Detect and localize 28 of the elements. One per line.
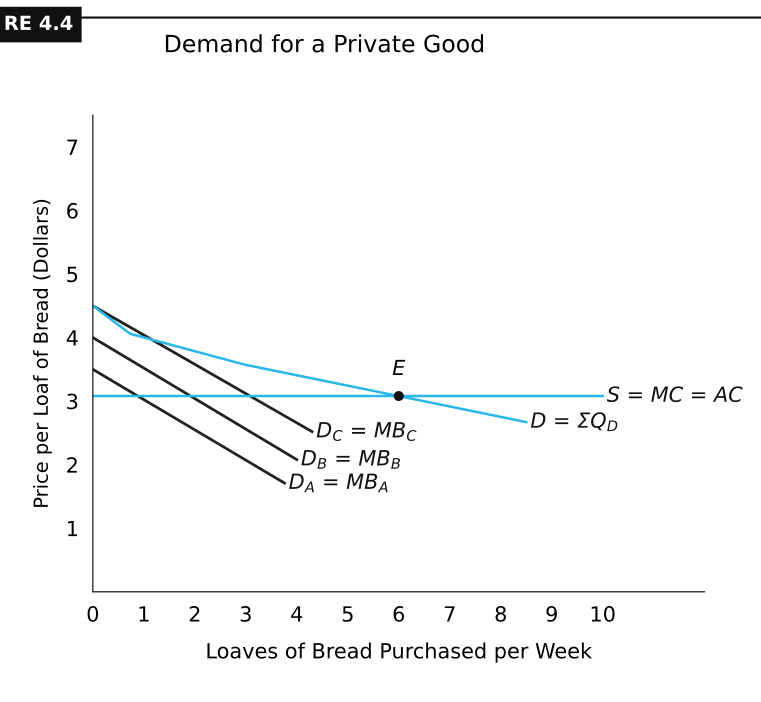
- x-tick-label: 8: [496, 606, 506, 622]
- x-tick-label: 9: [546, 606, 557, 622]
- x-axis-title: Loaves of Bread Purchased per Week: [207, 642, 592, 663]
- y-tick-label: 3: [67, 394, 78, 410]
- x-tick-label: 1: [139, 606, 149, 622]
- y-tick-label: 1: [68, 520, 78, 536]
- x-tick-label: 7: [444, 606, 455, 622]
- y-tick-label: 5: [67, 266, 78, 282]
- text: RE 4.4: [6, 16, 72, 30]
- x-tick-label: 4: [291, 606, 302, 622]
- x-tick-label: 3: [240, 606, 251, 622]
- series-label: S = MC = AC: [606, 386, 743, 402]
- series-label: D$_{C}$ = MB$_{C}$: [316, 422, 416, 441]
- series-label: D$_{A}$ = MB$_{A}$: [289, 474, 388, 492]
- y-tick-label: 6: [67, 202, 78, 219]
- annotation: E: [392, 360, 406, 376]
- x-tick-label: 10: [592, 606, 615, 622]
- series-label: D = ΣQ$_{D}$: [530, 412, 618, 432]
- y-axis-title: Price per Loaf of Bread (Dollars): [32, 200, 52, 507]
- chart-title: Demand for a Private Good: [166, 34, 484, 52]
- y-tick-label: 7: [67, 140, 78, 155]
- y-tick-label: 4: [66, 330, 78, 346]
- x-tick-label: 5: [342, 606, 353, 622]
- x-tick-label: 0: [88, 606, 98, 622]
- x-tick-label: 2: [190, 606, 200, 622]
- series-label: D$_{B}$ = MB$_{B}$: [301, 450, 400, 469]
- y-tick-label: 2: [67, 457, 77, 473]
- x-tick-label: 6: [394, 606, 404, 622]
